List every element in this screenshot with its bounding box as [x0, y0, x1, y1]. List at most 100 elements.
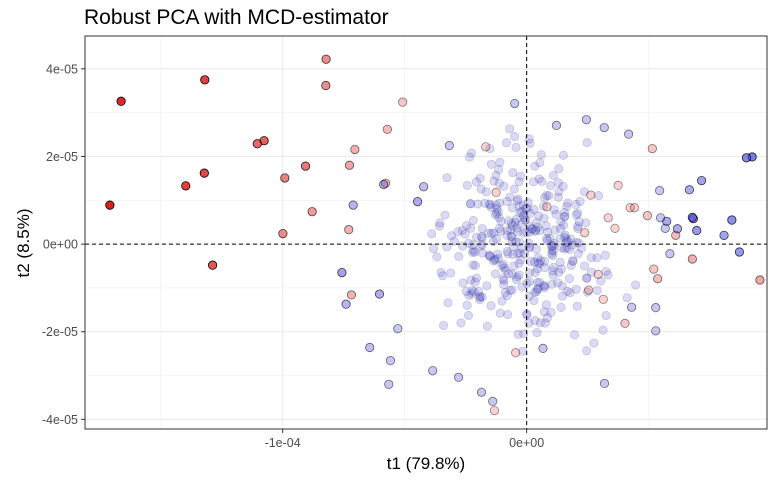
point	[463, 310, 474, 321]
regular-point	[655, 186, 665, 196]
point	[468, 246, 478, 256]
point	[442, 242, 452, 252]
point	[499, 181, 509, 191]
point	[574, 217, 584, 227]
point	[571, 210, 581, 220]
point	[458, 278, 468, 288]
regular-point	[697, 175, 707, 186]
point	[567, 240, 577, 250]
point	[547, 249, 557, 259]
point	[535, 158, 545, 168]
point	[544, 191, 554, 201]
point	[582, 287, 592, 297]
point	[550, 225, 560, 235]
point	[481, 187, 491, 197]
point	[476, 241, 486, 251]
point	[490, 210, 500, 220]
point	[549, 205, 559, 215]
point	[506, 232, 517, 242]
point	[541, 221, 551, 231]
point	[503, 309, 513, 320]
point	[470, 260, 480, 270]
point	[540, 318, 550, 328]
outlier-point	[647, 143, 657, 154]
regular-point	[727, 215, 737, 225]
point	[493, 249, 503, 259]
point	[456, 318, 466, 328]
plot-border	[84, 35, 768, 430]
point	[523, 198, 533, 208]
point	[486, 301, 496, 311]
point	[511, 275, 522, 285]
point	[498, 259, 508, 269]
x-axis-label: t1 (79.8%)	[386, 454, 466, 473]
point	[513, 227, 523, 237]
point	[566, 234, 576, 244]
point	[539, 256, 549, 266]
point	[530, 257, 540, 267]
point	[535, 318, 545, 328]
point	[477, 248, 487, 258]
point	[566, 260, 576, 271]
point	[508, 250, 518, 260]
point	[535, 277, 545, 287]
point	[506, 224, 516, 235]
point	[462, 300, 472, 310]
point	[492, 234, 502, 244]
point	[501, 265, 511, 275]
point	[548, 240, 558, 250]
regular-point	[719, 230, 729, 240]
regular-point	[651, 326, 661, 336]
point	[534, 211, 544, 221]
point	[530, 161, 540, 171]
point	[486, 228, 497, 238]
point	[548, 246, 558, 256]
point	[475, 295, 485, 305]
regular-point	[734, 247, 745, 257]
point	[541, 300, 551, 310]
x-tick-label: 0e+00	[509, 436, 544, 450]
point	[503, 268, 514, 279]
regular-point	[660, 223, 670, 233]
point	[499, 275, 509, 285]
point	[553, 192, 563, 202]
point	[582, 138, 592, 148]
point	[533, 253, 543, 263]
point	[492, 204, 502, 214]
point	[501, 138, 512, 148]
point	[484, 250, 494, 260]
point	[434, 221, 445, 231]
outlier-point	[350, 144, 360, 155]
point	[546, 307, 556, 317]
point	[499, 263, 509, 273]
point	[539, 263, 550, 273]
axis-ticks: -1e-04 0e+00 -4e-05 -2e-05 0e+00 2e-05 4e-05	[42, 62, 544, 450]
point	[561, 237, 571, 248]
point	[571, 200, 581, 210]
regular-point	[599, 378, 610, 389]
point	[467, 289, 477, 299]
outlier-point	[481, 142, 491, 152]
regular-point	[428, 366, 438, 376]
point	[553, 278, 563, 288]
point	[515, 248, 525, 258]
point	[507, 221, 518, 231]
point	[466, 223, 476, 233]
point	[498, 274, 508, 284]
point	[470, 277, 480, 287]
point	[513, 248, 523, 259]
point	[485, 251, 495, 261]
point	[521, 215, 531, 225]
point	[572, 301, 582, 311]
point	[435, 218, 445, 228]
outlier-point	[603, 213, 613, 223]
point	[474, 286, 484, 297]
point	[524, 238, 534, 248]
point	[530, 316, 540, 326]
point	[548, 270, 558, 280]
point	[553, 178, 563, 188]
point	[491, 170, 501, 180]
point	[503, 249, 513, 259]
point	[548, 251, 558, 261]
point	[539, 283, 550, 293]
